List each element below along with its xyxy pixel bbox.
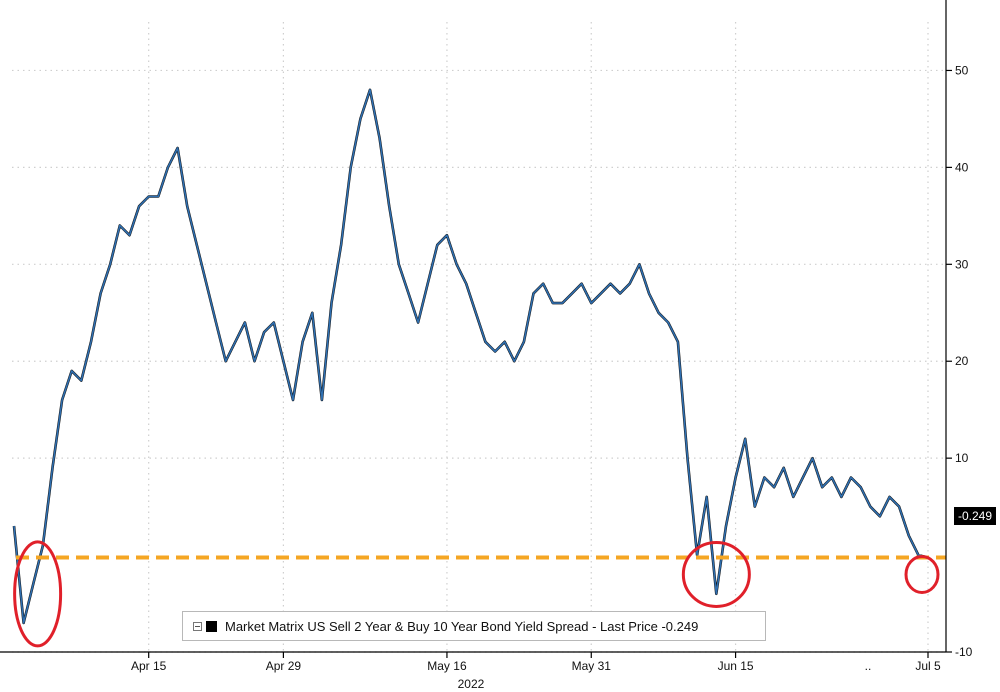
annotation-ellipse [681,540,751,608]
x-axis: Apr 15 Apr 29 May 16 May 31 Jun 15 Jul 5.. 202… [0,651,946,691]
x-tick-label: May 31 [572,659,612,673]
y-tick-label: -10 [955,645,973,659]
x-tick-ellipsis: .. [865,659,872,673]
annotation-circles [13,540,940,648]
x-tick-label: Jul 5 [915,659,941,673]
legend-expand-icon[interactable] [193,621,202,631]
x-tick-label: Apr 15 [131,659,167,673]
x-tick-label: Jun 15 [718,659,754,673]
y-tick-label: 50 [955,63,969,77]
y-axis: 50 40 30 20 10 -10 [945,0,973,659]
y-tick-label: 40 [955,160,969,174]
series-line-shadow [12,88,929,625]
x-tick-label: May 16 [427,659,467,673]
legend-swatch-icon [206,620,217,632]
gridlines [12,22,946,653]
y-tick-label: 20 [955,354,969,368]
legend: Market Matrix US Sell 2 Year & Buy 10 Ye… [182,611,766,641]
annotation-ellipse [904,554,940,594]
series-lines [12,88,929,625]
legend-label: Market Matrix US Sell 2 Year & Buy 10 Ye… [225,618,699,634]
y-tick-label: 10 [955,451,969,465]
x-axis-year-label: 2022 [458,677,485,691]
annotation-ellipse [13,540,63,648]
last-price-tag: -0.249 [954,507,997,525]
series-line [13,89,929,624]
x-tick-label: Apr 29 [266,659,302,673]
y-tick-label: 30 [955,257,969,271]
